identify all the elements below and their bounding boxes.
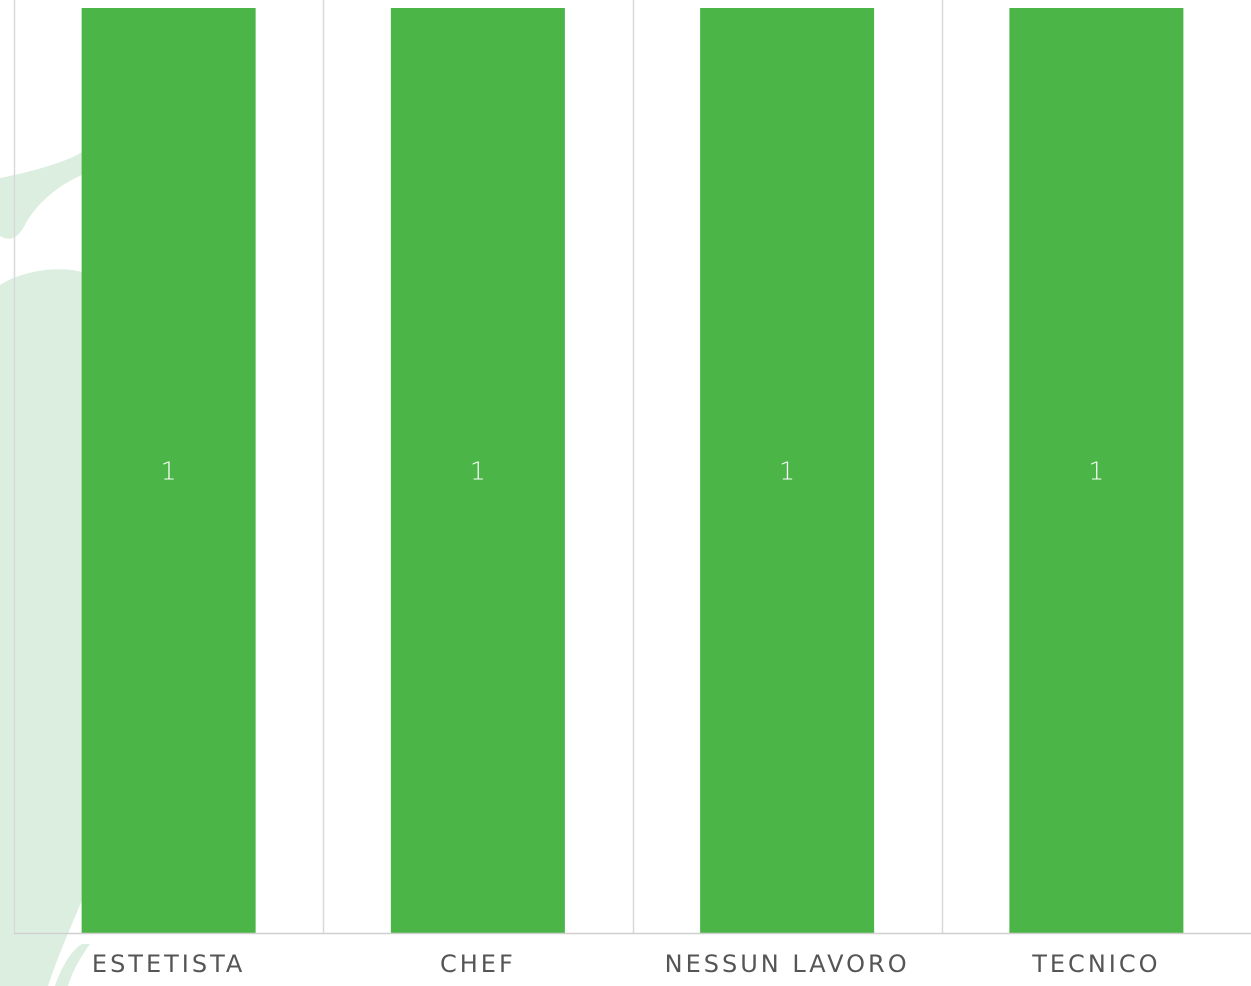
x-tick-label: TECNICO	[1031, 950, 1160, 978]
x-axis-tick-labels: ESTETISTA CHEF NESSUN LAVORO TECNICO	[92, 950, 1160, 978]
data-labels: 1 1 1 1	[161, 457, 1105, 486]
leaf-shape-main	[0, 269, 82, 986]
data-label: 1	[1088, 457, 1104, 486]
leaf-shape-bottom	[55, 944, 90, 986]
x-tick-label: NESSUN LAVORO	[665, 950, 910, 978]
grid-lines	[13, 0, 944, 933]
bars	[81, 8, 1184, 933]
leaf-shape-upper	[0, 152, 82, 239]
bar	[1009, 8, 1184, 933]
bar	[81, 8, 256, 933]
data-label: 1	[470, 457, 486, 486]
bar	[700, 8, 875, 933]
x-tick-label: ESTETISTA	[92, 950, 245, 978]
x-tick-label: CHEF	[440, 950, 516, 978]
data-label: 1	[161, 457, 177, 486]
bar	[390, 8, 565, 933]
data-label: 1	[779, 457, 795, 486]
